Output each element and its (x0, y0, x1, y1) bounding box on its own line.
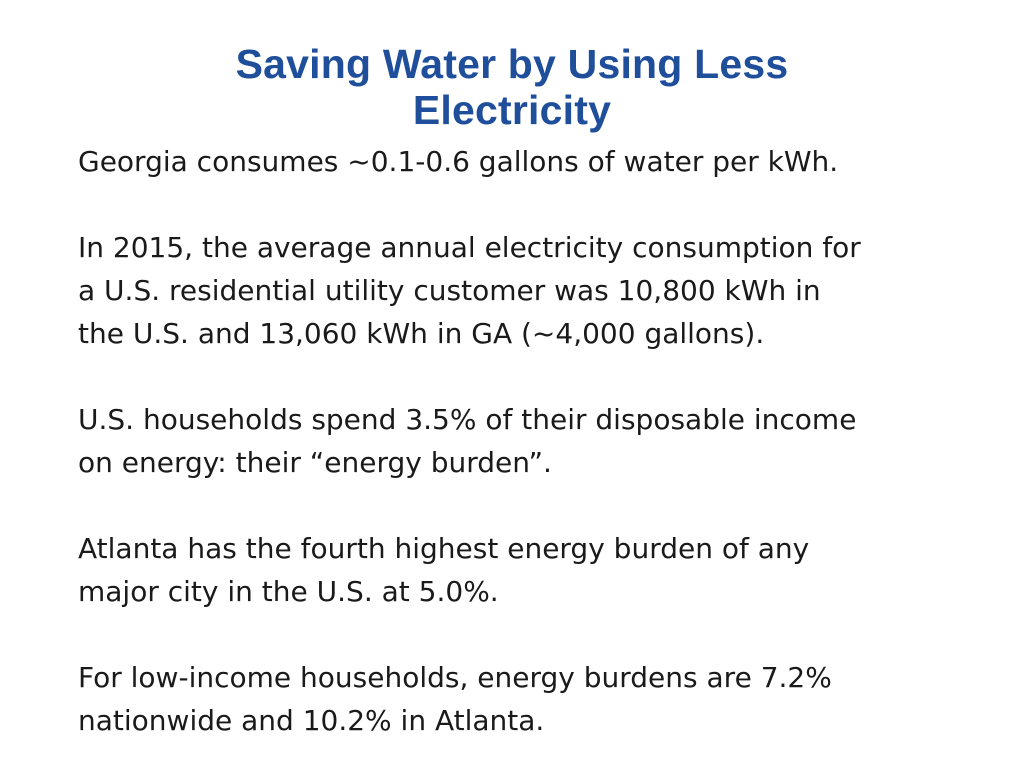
paragraph-energy-burden: U.S. households spend 3.5% of their disp… (78, 398, 978, 484)
text-line: a U.S. residential utility customer was … (78, 274, 821, 307)
paragraph-annual-consumption: In 2015, the average annual electricity … (78, 226, 978, 355)
paragraph-atlanta-burden: Atlanta has the fourth highest energy bu… (78, 527, 978, 613)
text-line: on energy: their “energy burden”. (78, 446, 552, 479)
text-line: the U.S. and 13,060 kWh in GA (~4,000 ga… (78, 317, 765, 350)
text-line: For low-income households, energy burden… (78, 661, 832, 694)
paragraph-georgia-water: Georgia consumes ~0.1-0.6 gallons of wat… (78, 140, 978, 183)
text-line: U.S. households spend 3.5% of their disp… (78, 403, 857, 436)
slide-title-line-2: Electricity (412, 87, 612, 134)
text-line: Georgia consumes ~0.1-0.6 gallons of wat… (78, 145, 839, 178)
slide-body: Georgia consumes ~0.1-0.6 gallons of wat… (78, 140, 978, 742)
text-line: In 2015, the average annual electricity … (78, 231, 861, 264)
text-line: Atlanta has the fourth highest energy bu… (78, 532, 810, 565)
text-line: nationwide and 10.2% in Atlanta. (78, 704, 545, 737)
paragraph-low-income: For low-income households, energy burden… (78, 656, 978, 742)
text-line: major city in the U.S. at 5.0%. (78, 575, 499, 608)
slide-title-line-1: Saving Water by Using Less (235, 41, 789, 88)
slide-title: Saving Water by Using Less Electricity (0, 41, 1024, 133)
